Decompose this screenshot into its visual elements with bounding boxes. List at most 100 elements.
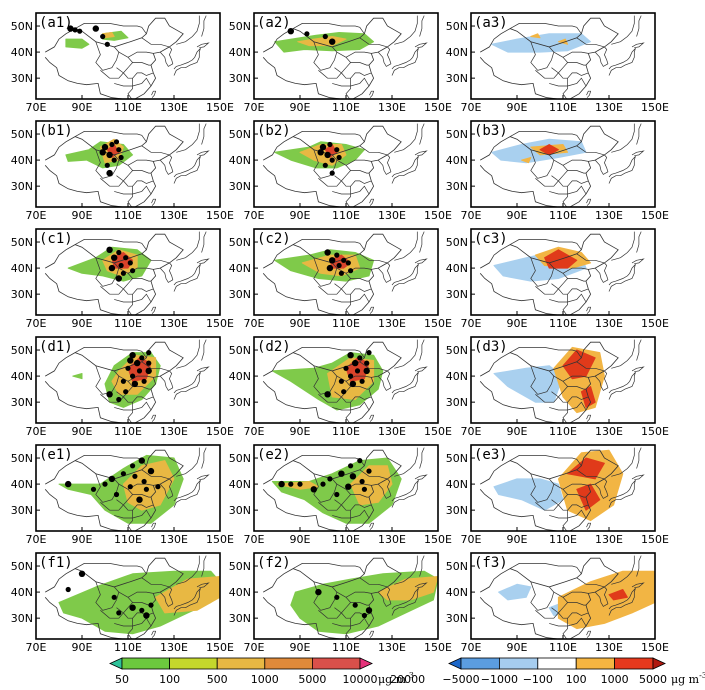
observation-dot [134, 359, 141, 367]
observation-dot [109, 141, 115, 148]
boundary-line-6 [394, 339, 418, 369]
y-tick-label: 30N [11, 504, 33, 517]
boundary-line-13 [132, 278, 151, 282]
boundary-line-10 [318, 607, 342, 619]
boundary-line-17 [576, 145, 605, 156]
observation-dot [136, 496, 143, 503]
boundary-line-14 [549, 617, 587, 627]
panel-label: (d2) [257, 339, 291, 355]
boundary-line-16 [345, 402, 351, 423]
boundary-line-5 [201, 231, 207, 253]
colorbar-difference-segment [460, 657, 500, 670]
boundary-line-6 [176, 555, 200, 585]
boundary-line-3 [608, 587, 636, 616]
y-tick-label: 50N [229, 452, 251, 465]
boundary-line-4 [414, 150, 428, 157]
observation-dot [116, 249, 122, 256]
observation-dot [329, 157, 335, 163]
observation-dot [329, 170, 335, 176]
boundary-line-5 [636, 447, 642, 469]
observation-dot [334, 491, 340, 498]
x-tick-label: 150E [424, 533, 452, 546]
y-tick-label: 40N [446, 586, 468, 599]
observation-dot [361, 486, 367, 492]
boundary-line-16 [562, 618, 568, 639]
boundary-line-14 [332, 293, 370, 303]
colorbar-difference-end-left [448, 657, 462, 670]
observation-dot [359, 478, 365, 485]
observation-dot [366, 468, 372, 474]
boundary-line-6 [176, 339, 200, 369]
observation-dot [338, 378, 344, 384]
map-panel-b1: (b1) 50N 40N 30N 70E 90E 110E 130E 150E [11, 120, 234, 222]
observation-dot [120, 471, 126, 477]
observation-dot [120, 270, 126, 276]
boundary-line-17 [359, 253, 388, 264]
observation-dot [99, 149, 106, 156]
boundary-line-10 [535, 607, 559, 619]
boundary-line-12 [345, 159, 372, 166]
strong-positive-diff-area-0 [539, 144, 559, 156]
boundary-line-9 [95, 257, 120, 287]
y-tick-label: 50N [229, 128, 251, 141]
map-background [36, 121, 220, 207]
x-tick-label: 130E [378, 209, 406, 222]
observation-dot [132, 473, 138, 479]
boundary-line-15 [123, 504, 154, 511]
panel-label: (a3) [474, 15, 508, 31]
y-tick-label: 40N [446, 478, 468, 491]
boundary-line-4 [196, 258, 210, 265]
boundary-line-12 [127, 591, 154, 598]
observation-dot [324, 249, 331, 256]
boundary-line-7 [369, 522, 375, 530]
boundary-line-5 [201, 123, 207, 145]
boundary-line-2 [594, 370, 609, 391]
boundary-line-1 [292, 239, 365, 251]
boundary-line-10 [318, 283, 342, 295]
boundary-line-2 [377, 478, 392, 499]
colorbar-difference-label: 1000 [601, 673, 629, 686]
x-tick-label: 70E [244, 317, 265, 330]
boundary-line-16 [345, 510, 351, 531]
boundary-line-5 [201, 555, 207, 577]
y-tick-label: 50N [446, 344, 468, 357]
panel-label: (f3) [474, 555, 508, 571]
observation-dot [317, 149, 324, 156]
boundary-line-5 [636, 231, 642, 253]
observation-dot [329, 257, 336, 264]
boundary-line-9 [530, 581, 555, 611]
positive-diff-area-0 [530, 33, 541, 39]
boundary-line-14 [549, 185, 587, 195]
boundary-line-16 [345, 78, 351, 99]
y-tick-label: 50N [11, 344, 33, 357]
observation-dot [278, 480, 285, 488]
boundary-line-17 [141, 577, 170, 588]
x-tick-label: 130E [595, 209, 623, 222]
boundary-line-13 [132, 170, 151, 174]
panel-label: (d3) [474, 339, 508, 355]
boundary-line-5 [419, 123, 425, 145]
panel-label: (a2) [257, 15, 291, 31]
colorbar-difference-segment [537, 657, 577, 670]
map-panel-d1: (d1) 50N 40N 30N 70E 90E 110E 130E 150E [11, 336, 234, 438]
observation-dot [130, 268, 136, 274]
x-tick-label: 110E [114, 425, 142, 438]
y-tick-label: 50N [11, 560, 33, 573]
boundary-line-4 [196, 150, 210, 157]
observation-dot [338, 470, 345, 477]
boundary-line-10 [318, 175, 342, 187]
observation-dot [348, 463, 354, 469]
boundary-line-17 [359, 361, 388, 372]
y-tick-label: 30N [229, 72, 251, 85]
boundary-line-1 [74, 239, 147, 251]
boundary-line-9 [95, 41, 120, 71]
observation-dot [324, 151, 331, 159]
boundary-line-7 [369, 306, 375, 314]
observation-dot [359, 378, 365, 384]
observation-dot [357, 458, 363, 464]
observation-dot [319, 143, 327, 151]
x-tick-label: 70E [26, 317, 47, 330]
observation-dot [120, 378, 126, 384]
boundary-line-14 [114, 293, 152, 303]
boundary-line-5 [419, 15, 425, 37]
